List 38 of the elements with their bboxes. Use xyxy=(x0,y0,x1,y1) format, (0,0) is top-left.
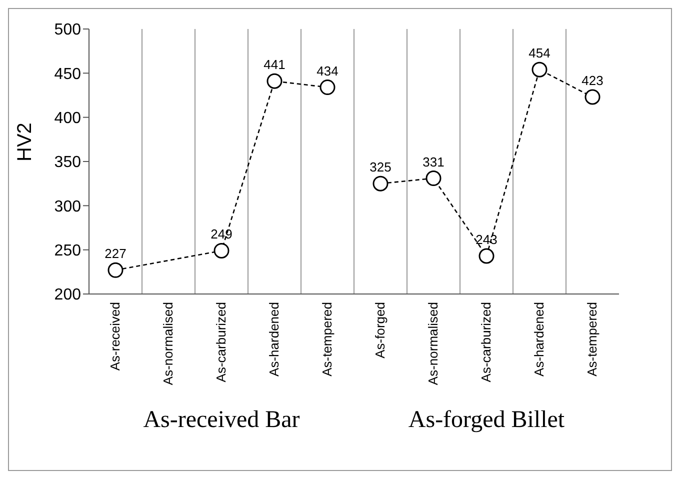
y-tick-label: 500 xyxy=(54,22,82,39)
data-label: 423 xyxy=(582,73,604,88)
y-tick-label: 350 xyxy=(54,154,82,172)
y-tick-label: 400 xyxy=(54,110,82,128)
point xyxy=(584,89,600,105)
text: As-forged Billet xyxy=(407,407,566,434)
x-tick-label: As-tempered xyxy=(584,302,600,376)
y-tick-label: 450 xyxy=(54,66,82,83)
x-tick-label: As-normalised xyxy=(160,302,176,386)
point xyxy=(214,242,230,258)
point xyxy=(426,170,442,186)
point xyxy=(372,176,388,192)
point xyxy=(108,262,124,278)
x-tick-label: As-normalised xyxy=(426,302,441,386)
data-label: 325 xyxy=(370,160,392,175)
x-tick-label: As-received xyxy=(108,302,123,371)
data-label: 243 xyxy=(476,232,498,248)
y-tick-label: 300 xyxy=(54,198,82,216)
point xyxy=(478,248,494,264)
x-tick-label: As-carburized xyxy=(478,302,494,382)
data-label: 331 xyxy=(422,154,444,170)
point xyxy=(532,62,548,78)
data-label: 227 xyxy=(104,246,126,262)
y-axis-title: HV2 xyxy=(14,122,36,162)
point xyxy=(266,73,282,89)
x-tick-label: As-tempered xyxy=(320,302,335,376)
point xyxy=(320,80,336,96)
y-tick-label: 250 xyxy=(54,242,82,260)
x-tick-label: As-hardened xyxy=(266,302,282,376)
data-label: 454 xyxy=(528,46,550,61)
x-tick-label: As-carburized xyxy=(214,302,229,382)
y-tick-label: 200 xyxy=(54,286,82,304)
data-label: 441 xyxy=(264,57,286,72)
text: As-received Bar xyxy=(142,407,301,434)
data-label: 249 xyxy=(210,226,232,242)
data-label: 434 xyxy=(316,63,338,78)
x-tick-label: As-hardened xyxy=(532,302,547,376)
x-tick-label: As-forged xyxy=(372,302,388,358)
